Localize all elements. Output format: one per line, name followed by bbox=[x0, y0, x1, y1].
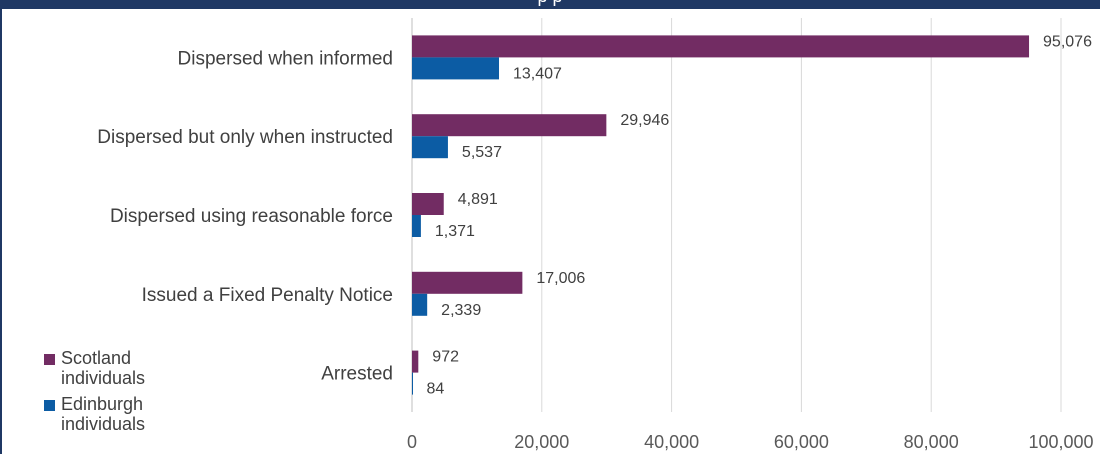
bar-scotland bbox=[412, 193, 444, 215]
category-label: Dispersed using reasonable force bbox=[110, 206, 393, 227]
category-label: Dispersed but only when instructed bbox=[97, 127, 393, 148]
legend-item-edinburgh: Edinburgh individuals bbox=[44, 394, 211, 434]
bar-scotland bbox=[412, 35, 1030, 58]
legend-label-edinburgh: Edinburgh individuals bbox=[61, 394, 146, 434]
header-bar: p p bbox=[0, 0, 1100, 9]
bar-scotland bbox=[412, 114, 607, 137]
chart-legend: Scotland individuals Edinburgh individua… bbox=[44, 348, 211, 440]
x-tick-label: 80,000 bbox=[904, 432, 959, 452]
data-label: 84 bbox=[427, 381, 445, 398]
legend-item-scotland: Scotland individuals bbox=[44, 348, 211, 388]
bar-edinburgh bbox=[412, 293, 428, 316]
data-label: 1,371 bbox=[435, 223, 475, 240]
bar-scotland bbox=[412, 271, 523, 294]
bar-edinburgh bbox=[412, 136, 448, 159]
data-label: 5,537 bbox=[462, 144, 502, 161]
data-label: 2,339 bbox=[441, 302, 481, 319]
category-label: Dispersed when informed bbox=[178, 48, 393, 69]
data-label: 29,946 bbox=[620, 112, 669, 129]
frame-border bbox=[0, 9, 2, 454]
category-label: Issued a Fixed Penalty Notice bbox=[142, 285, 393, 306]
bar-edinburgh bbox=[412, 372, 413, 395]
legend-label-scotland: Scotland individuals bbox=[61, 348, 146, 388]
x-tick-label: 40,000 bbox=[644, 432, 699, 452]
data-label: 95,076 bbox=[1043, 33, 1092, 50]
x-tick-label: 60,000 bbox=[774, 432, 829, 452]
bar-edinburgh bbox=[412, 57, 500, 80]
x-tick-label: 100,000 bbox=[1028, 432, 1093, 452]
data-label: 17,006 bbox=[536, 270, 585, 287]
data-label: 13,407 bbox=[513, 65, 562, 82]
x-tick-label: 20,000 bbox=[514, 432, 569, 452]
bar-edinburgh bbox=[412, 215, 421, 237]
legend-swatch-scotland bbox=[44, 354, 55, 365]
bar-scotland bbox=[412, 350, 419, 373]
chart-title-partial: p p bbox=[0, 0, 1100, 6]
x-tick-label: 0 bbox=[407, 432, 417, 452]
legend-swatch-edinburgh bbox=[44, 400, 55, 411]
data-label: 4,891 bbox=[458, 191, 498, 208]
data-label: 972 bbox=[432, 349, 459, 366]
category-label: Arrested bbox=[321, 364, 393, 385]
